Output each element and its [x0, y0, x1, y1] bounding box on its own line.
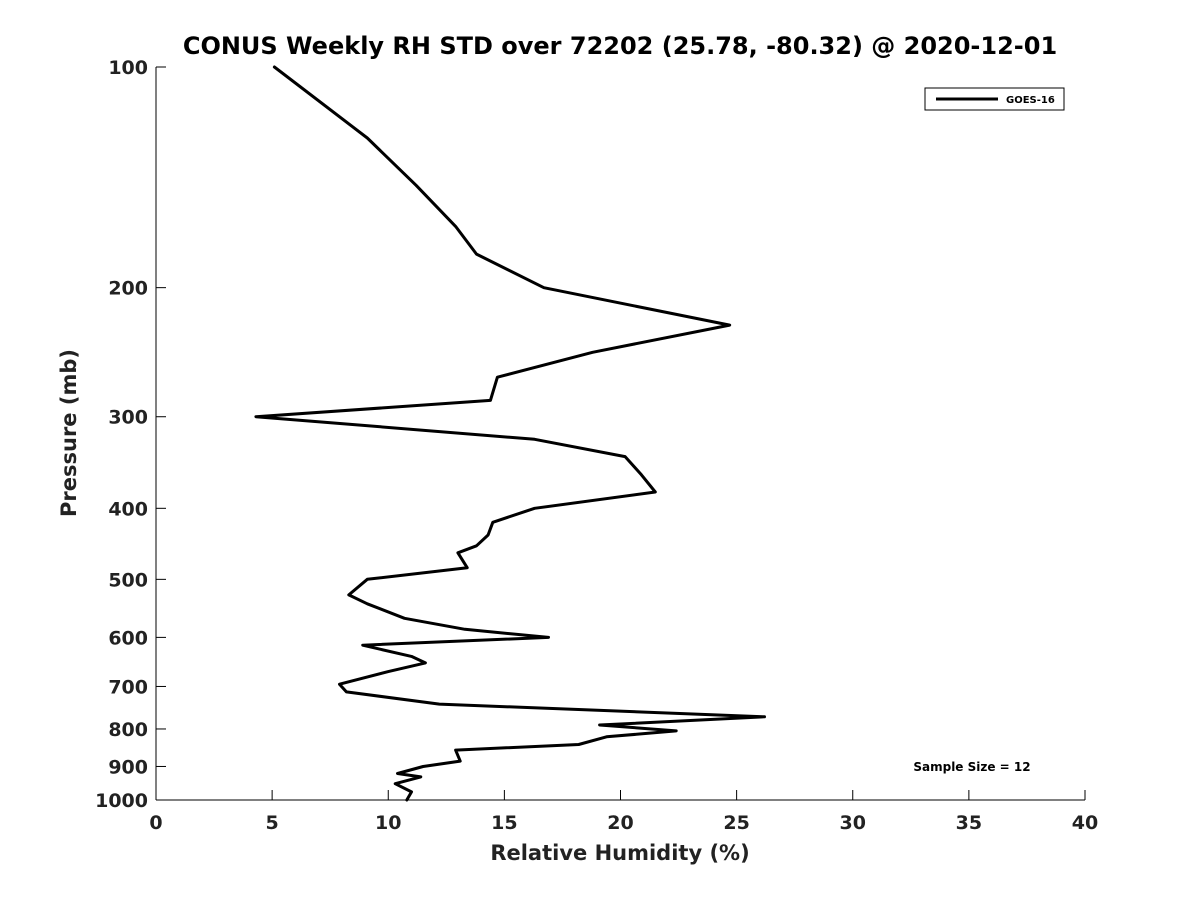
legend: GOES-16 [924, 87, 1065, 111]
y-tick-label: 900 [108, 756, 148, 778]
y-tick-label: 800 [108, 719, 148, 741]
y-tick-label: 400 [108, 498, 148, 520]
x-tick-label: 25 [723, 812, 749, 834]
x-tick-label: 15 [491, 812, 517, 834]
y-tick-label: 600 [108, 627, 148, 649]
y-tick-label: 300 [108, 407, 148, 429]
x-tick-label: 30 [840, 812, 866, 834]
x-tick-label: 35 [956, 812, 982, 834]
series-line-goes-16 [254, 65, 766, 802]
y-tick-label: 200 [108, 278, 148, 300]
y-tick-label: 700 [108, 676, 148, 698]
sample-size-annotation: Sample Size = 12 [913, 760, 1030, 774]
y-axis-label: Pressure (mb) [57, 349, 81, 517]
chart-title: CONUS Weekly RH STD over 72202 (25.78, -… [183, 32, 1057, 60]
x-axis-label: Relative Humidity (%) [490, 841, 749, 865]
series-layer [254, 65, 766, 802]
x-tick-label: 0 [149, 812, 162, 834]
x-tick-label: 10 [375, 812, 401, 834]
x-tick-label: 20 [607, 812, 633, 834]
y-tick-label: 1000 [95, 790, 148, 812]
y-tick-label: 500 [108, 569, 148, 591]
y-tick-label: 100 [108, 57, 148, 79]
plot-axes: 0 5 10 15 20 25 30 35 40 100 200 300 400 500 600 700 800… [95, 57, 1098, 834]
x-tick-label: 40 [1072, 812, 1098, 834]
x-tick-label: 5 [266, 812, 279, 834]
legend-label-goes16: GOES-16 [1006, 95, 1055, 106]
